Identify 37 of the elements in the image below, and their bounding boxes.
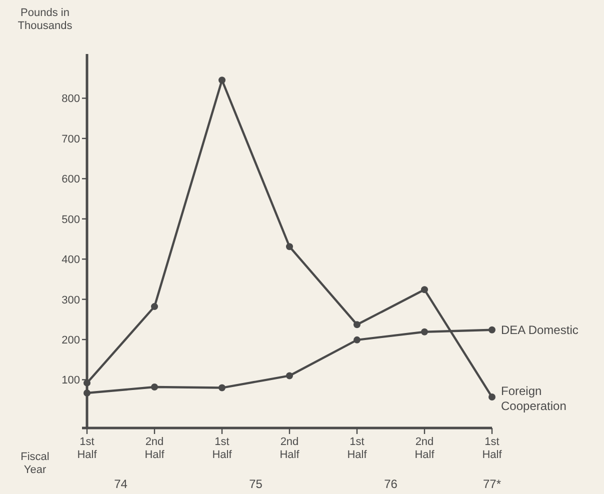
point bbox=[354, 336, 360, 344]
y-tick-label: 200 bbox=[62, 334, 80, 347]
point bbox=[421, 286, 428, 294]
x-tick-label: 1st Half bbox=[347, 436, 368, 461]
point bbox=[421, 328, 428, 336]
point bbox=[218, 384, 226, 392]
text: 75 bbox=[249, 477, 263, 491]
series-label: DEA Domestic bbox=[501, 322, 578, 337]
x-tick-label: 2nd Half bbox=[280, 436, 300, 461]
y-tick-label: 800 bbox=[62, 93, 80, 106]
point bbox=[218, 76, 226, 84]
y-tick-label: 600 bbox=[62, 174, 80, 186]
y-tick-label: 700 bbox=[62, 133, 80, 146]
y-tick-label: 300 bbox=[62, 294, 80, 306]
y-tick-label: 400 bbox=[62, 254, 80, 266]
text: 76 bbox=[384, 477, 398, 491]
point bbox=[286, 372, 293, 380]
x-tick-label: 1st Half bbox=[77, 436, 98, 461]
y-tick-label: 500 bbox=[62, 214, 80, 226]
series-label: Foreign Cooperation bbox=[501, 384, 566, 414]
x-tick-label: 1st Half bbox=[482, 436, 503, 461]
x-tick-label: 2nd Half bbox=[414, 436, 436, 461]
y-tick-label: 100 bbox=[62, 374, 80, 387]
point bbox=[151, 383, 158, 390]
point bbox=[151, 303, 158, 310]
point bbox=[488, 394, 496, 401]
point bbox=[286, 243, 293, 250]
x-tick-label: 1st Half bbox=[212, 436, 233, 461]
x-axis-title: Fiscal Year bbox=[20, 451, 50, 476]
text: 74 bbox=[114, 477, 128, 491]
y-axis-title: Pounds in Thousands bbox=[18, 7, 73, 32]
point bbox=[84, 390, 90, 397]
x-tick-label: 2nd Half bbox=[144, 436, 166, 461]
point bbox=[354, 321, 360, 328]
point bbox=[84, 379, 90, 386]
point bbox=[488, 326, 496, 334]
text: 77* bbox=[482, 477, 502, 491]
